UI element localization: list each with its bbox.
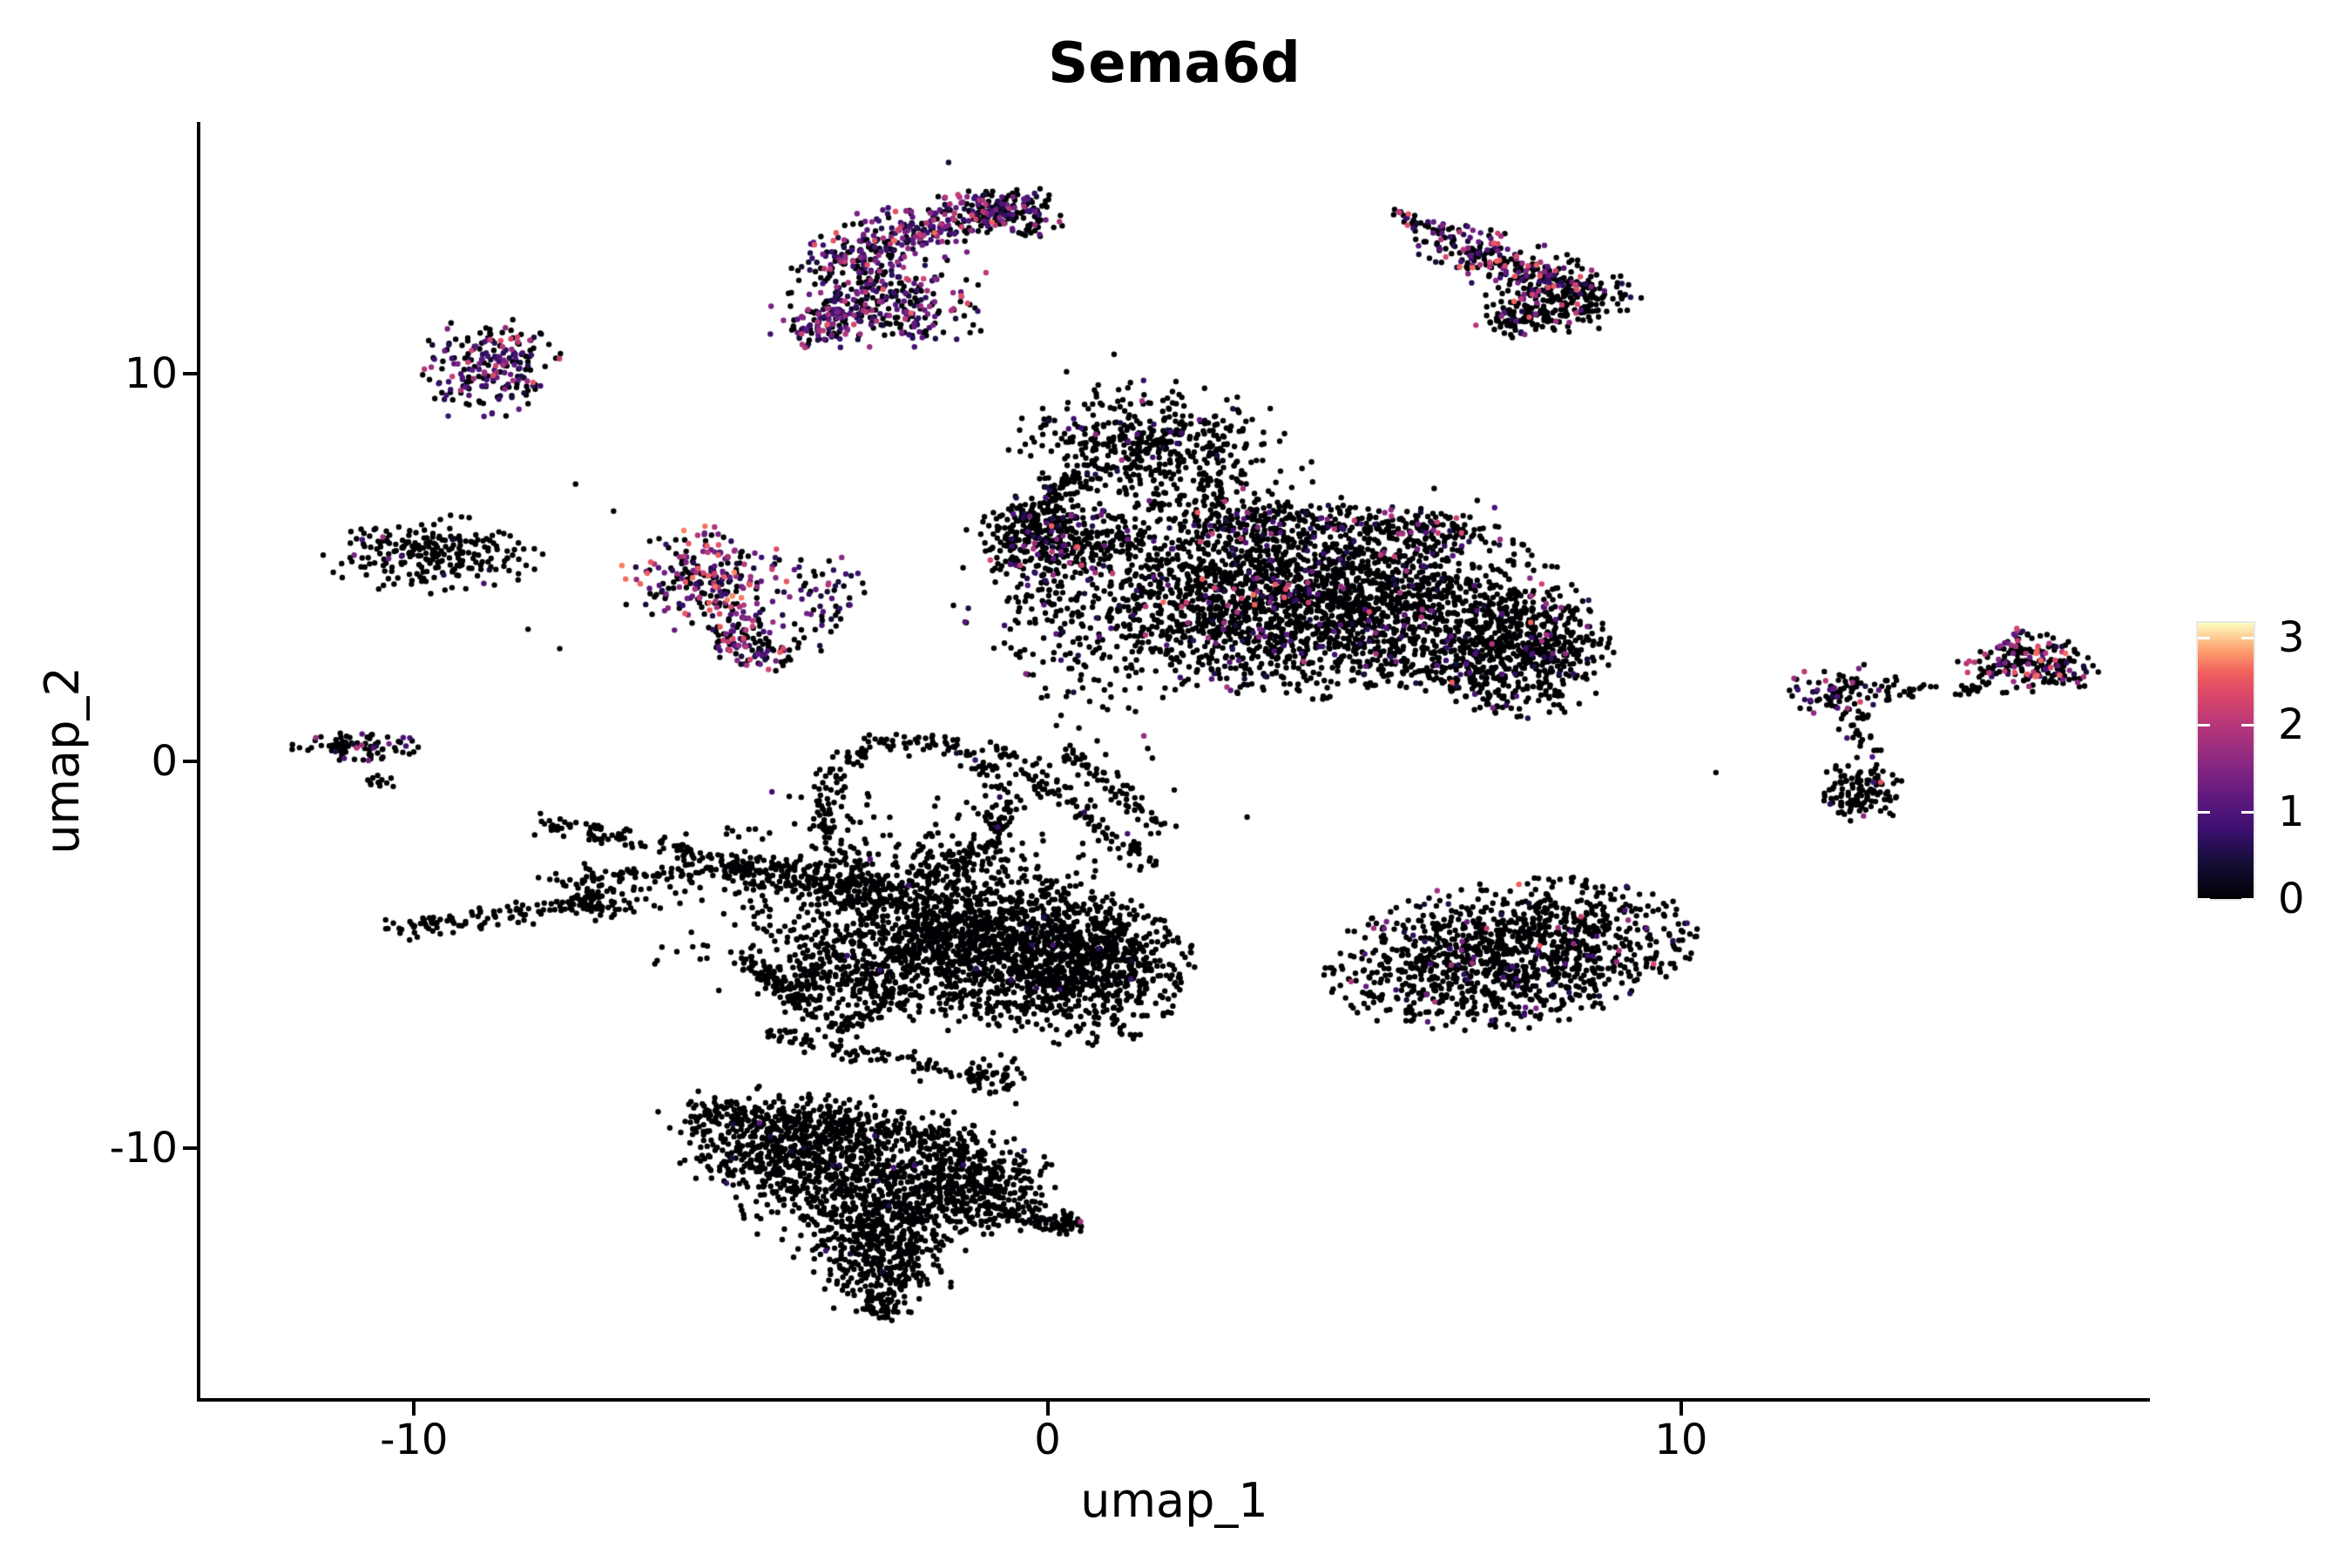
- colorbar-gradient: [2196, 621, 2255, 901]
- x-tick-label: 10: [1654, 1416, 1708, 1464]
- x-axis-line: [197, 1398, 2150, 1402]
- colorbar-tick-mark: [2198, 636, 2210, 639]
- y-tick-mark: [183, 1146, 197, 1151]
- y-tick-label: 10: [124, 348, 178, 398]
- x-tick-mark: [1045, 1402, 1050, 1416]
- x-axis-label: umap_1: [1080, 1473, 1268, 1528]
- colorbar-tick-mark: [2198, 723, 2210, 727]
- y-tick-mark: [183, 371, 197, 375]
- y-tick-label: 0: [151, 736, 178, 786]
- colorbar-tick-label: 0: [2278, 875, 2305, 923]
- y-axis-line: [197, 122, 200, 1402]
- colorbar-tick-mark: [2241, 636, 2254, 639]
- x-tick-mark: [1679, 1402, 1683, 1416]
- colorbar-tick-mark: [2241, 723, 2254, 727]
- colorbar-tick-label: 2: [2278, 700, 2305, 749]
- colorbar-tick-mark: [2241, 810, 2254, 814]
- plot-title: Sema6d: [1048, 31, 1301, 96]
- x-tick-label: 0: [1034, 1416, 1061, 1464]
- colorbar: 3 2 1 0: [2196, 605, 2352, 923]
- colorbar-tick-mark: [2241, 897, 2254, 901]
- x-tick-label: -10: [380, 1416, 449, 1464]
- x-tick-mark: [412, 1402, 416, 1416]
- colorbar-tick-label: 3: [2278, 613, 2305, 662]
- y-tick-label: -10: [109, 1124, 178, 1173]
- y-tick-mark: [183, 759, 197, 763]
- colorbar-tick-mark: [2198, 810, 2210, 814]
- colorbar-tick-label: 1: [2278, 787, 2305, 836]
- y-axis-label: umap_2: [34, 666, 90, 855]
- colorbar-tick-mark: [2198, 897, 2210, 901]
